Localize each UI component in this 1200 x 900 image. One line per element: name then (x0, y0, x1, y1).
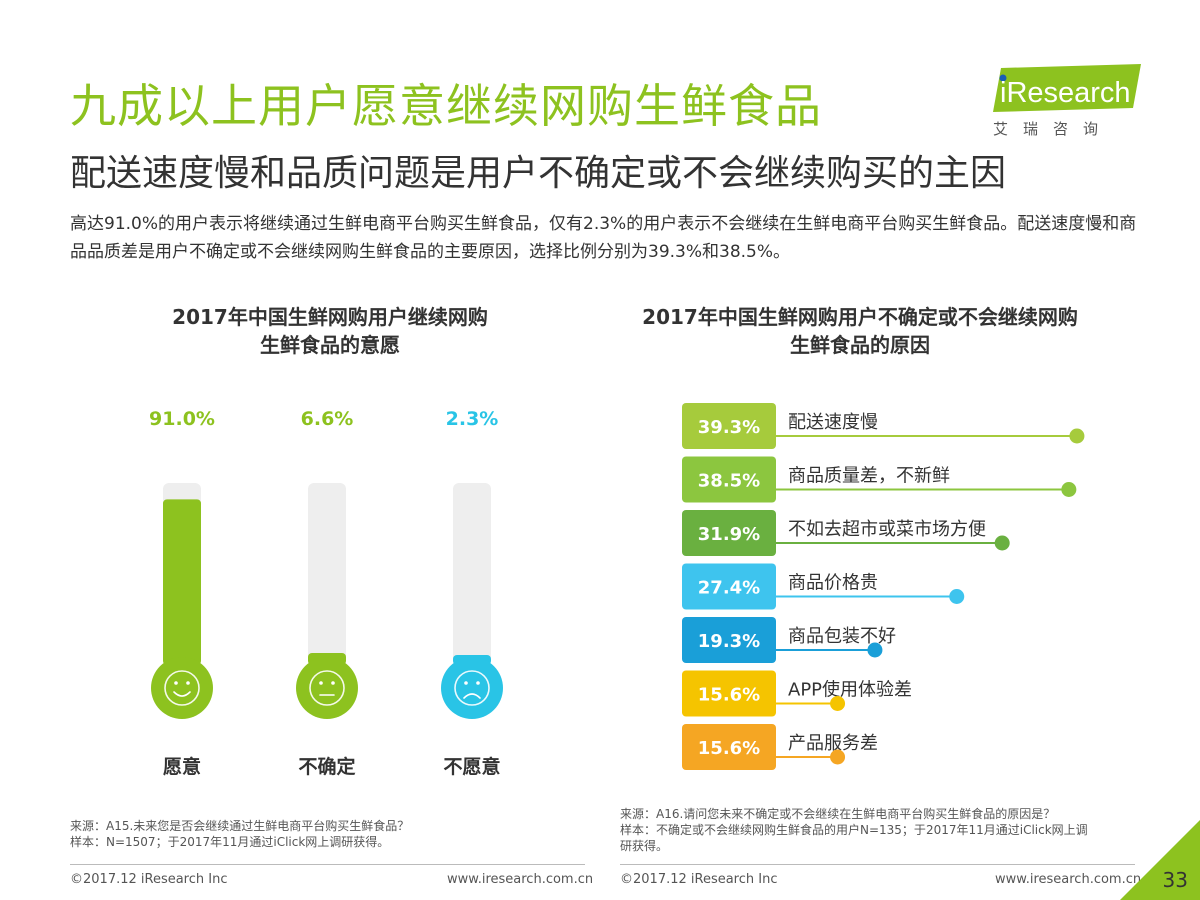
bar-end-dot (830, 749, 846, 765)
bar-end-dot (1061, 482, 1077, 497)
value-label: 38.5% (698, 471, 760, 492)
iresearch-logo: iResearch 艾瑞咨询 (985, 62, 1145, 142)
page-title: 九成以上用户愿意继续网购生鲜食品 (70, 79, 822, 133)
right-chart-title-line2: 生鲜食品的原因 (790, 333, 930, 357)
left-source-line2: 样本：N=1507；于2017年11月通过iClick网上调研获得。 (70, 835, 390, 849)
value-label: 15.6% (698, 738, 760, 759)
right-source-line3: 研获得。 (620, 839, 669, 853)
value-label: 6.6% (301, 408, 354, 430)
neutral-icon (296, 657, 358, 719)
thermometer-track (308, 483, 346, 665)
right-source: 来源：A16.请问您未来不确定或不会继续在生鲜电商平台购买生鲜食品的原因是？ 样… (620, 806, 1088, 854)
right-chart-title: 2017年中国生鲜网购用户不确定或不会继续网购 生鲜食品的原因 (600, 303, 1120, 359)
category-label: 不愿意 (443, 755, 500, 778)
value-label: 91.0% (149, 408, 215, 430)
footer-url-right[interactable]: www.iresearch.com.cn (995, 872, 1142, 887)
category-label: 不确定 (298, 755, 355, 778)
left-chart-title-line2: 生鲜食品的意愿 (260, 333, 400, 357)
right-source-line2: 样本：不确定或不会继续网购生鲜食品的用户N=135；于2017年11月通过iCl… (620, 823, 1088, 837)
sad-icon (441, 657, 503, 719)
value-label: 15.6% (698, 685, 760, 706)
bar-end-dot (1069, 428, 1085, 444)
value-box (682, 456, 776, 503)
page-description: 高达91.0%的用户表示将继续通过生鲜电商平台购买生鲜食品，仅有2.3%的用户表… (70, 214, 1137, 262)
category-label: 愿意 (163, 755, 201, 778)
category-label: 不如去超市或菜市场方便 (788, 519, 986, 540)
left-chart-title-line1: 2017年中国生鲜网购用户继续网购 (172, 305, 488, 329)
logo-cn-text: 艾瑞咨询 (993, 120, 1114, 138)
left-source-line1: 来源：A15.未来您是否会继续通过生鲜电商平台购买生鲜食品？ (70, 819, 410, 833)
value-box (682, 670, 776, 717)
right-source-line1: 来源：A16.请问您未来不确定或不会继续在生鲜电商平台购买生鲜食品的原因是？ (620, 807, 1056, 821)
value-box (682, 617, 776, 663)
smile-icon (151, 657, 213, 719)
thermometer-track (453, 483, 491, 665)
footer-divider-left (70, 864, 585, 865)
category-label: 商品价格贵 (788, 573, 878, 594)
logo-badge: iResearch (993, 64, 1141, 112)
thermometer-fill (163, 499, 201, 665)
value-label: 39.3% (698, 417, 760, 438)
footer-url-left[interactable]: www.iresearch.com.cn (447, 872, 594, 887)
bar-end-dot (994, 535, 1010, 551)
page-corner-decoration (1120, 820, 1200, 900)
category-label: 商品质量差，不新鲜 (788, 466, 950, 487)
value-label: 2.3% (446, 408, 499, 430)
value-box (682, 510, 776, 556)
category-label: 产品服务差 (788, 733, 878, 754)
right-chart-title-line1: 2017年中国生鲜网购用户不确定或不会继续网购 (642, 305, 1078, 329)
category-label: APP使用体验差 (788, 680, 912, 701)
footer-divider-right (620, 864, 1135, 865)
page-number: 33 (1162, 868, 1188, 892)
willingness-chart: 91.0% 愿意 6.6% 不确定 2.3% 不愿意 (149, 408, 503, 778)
category-label: 商品包装不好 (788, 626, 896, 647)
left-chart-title: 2017年中国生鲜网购用户继续网购 生鲜食品的意愿 (130, 303, 530, 359)
bar-end-dot (949, 589, 965, 604)
value-label: 27.4% (698, 578, 760, 599)
footer-copyright-right: ©2017.12 iResearch Inc (620, 872, 778, 887)
value-label: 19.3% (698, 631, 760, 652)
page-subtitle: 配送速度慢和品质问题是用户不确定或不会继续购买的主因 (70, 153, 1007, 194)
value-box (682, 403, 776, 449)
logo-text: iResearch (1000, 77, 1131, 109)
bar-end-dot (830, 696, 846, 711)
left-source: 来源：A15.未来您是否会继续通过生鲜电商平台购买生鲜食品？ 样本：N=1507… (70, 818, 409, 850)
reasons-chart: 39.3% 配送速度慢 38.5% 商品质量差，不新鲜 31.9% 不如去超市或菜市场方便… (682, 403, 1085, 770)
bar-end-dot (867, 642, 883, 658)
value-box (682, 563, 776, 610)
value-box (682, 724, 776, 770)
category-label: 配送速度慢 (788, 412, 878, 433)
value-label: 31.9% (698, 524, 760, 545)
footer-copyright-left: ©2017.12 iResearch Inc (70, 872, 228, 887)
